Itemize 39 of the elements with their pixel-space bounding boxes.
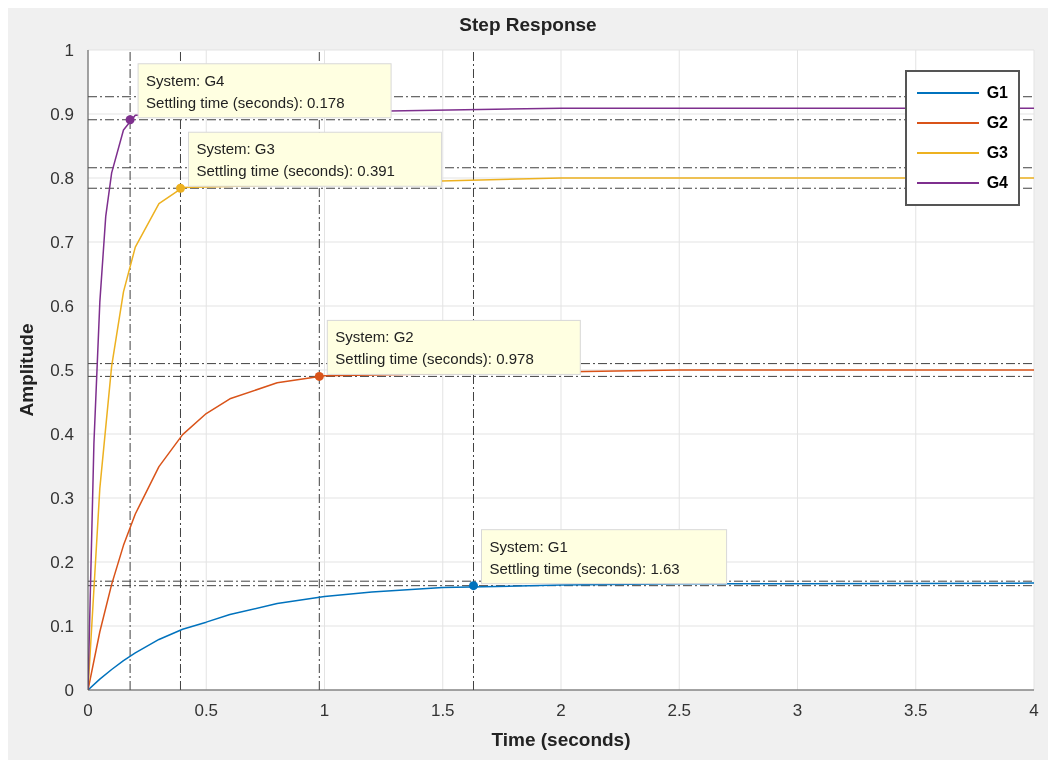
x-tick-label: 4 [1029,701,1039,721]
x-tick-label: 2.5 [667,701,692,721]
callout-box: System: G1 Settling time (seconds): 1.63 [481,529,728,585]
x-tick-label: 0.5 [194,701,219,721]
callout-box: System: G3 Settling time (seconds): 0.391 [187,131,442,187]
y-axis-title: Amplitude [15,323,37,417]
point [125,115,135,125]
y-tick-label: 1 [64,41,74,61]
callout-box: System: G4 Settling time (seconds): 0.178 [137,63,392,119]
callout-box: System: G2 Settling time (seconds): 0.978 [326,319,581,375]
y-tick-label: 0.4 [50,425,74,445]
y-tick-label: 0.3 [50,489,74,509]
x-tick-label: 1.5 [430,701,455,721]
annotation: System: G4 Settling time (seconds): 0.178 [146,71,345,111]
chart-title: Step Response [458,14,598,36]
legend-label: G3 [986,144,1008,162]
legend-label: G2 [986,114,1008,132]
y-tick-label: 0.8 [50,169,74,189]
legend-label: G1 [986,84,1008,102]
point [175,183,185,193]
point [314,371,324,381]
y-tick-label: 0 [64,681,74,701]
y-tick-label: 0.6 [50,297,74,317]
y-tick-label: 0.1 [50,617,74,637]
annotation: System: G3 Settling time (seconds): 0.391 [196,140,395,180]
y-tick-label: 0.7 [50,233,74,253]
x-tick-label: 2 [556,701,566,721]
annotation: System: G2 Settling time (seconds): 0.978 [335,328,534,368]
y-tick-label: 0.9 [50,105,74,125]
x-tick-label: 0 [83,701,93,721]
y-tick-label: 0.5 [50,361,74,381]
x-tick-label: 1 [319,701,330,721]
legend-label: G4 [986,174,1008,192]
x-tick-label: 3.5 [903,701,928,721]
annotation: System: G1 Settling time (seconds): 1.63 [489,537,680,577]
y-tick-label: 0.2 [50,553,74,573]
x-tick-label: 3 [792,701,803,721]
point [468,581,479,591]
x-axis-title: Time (seconds) [491,729,631,750]
